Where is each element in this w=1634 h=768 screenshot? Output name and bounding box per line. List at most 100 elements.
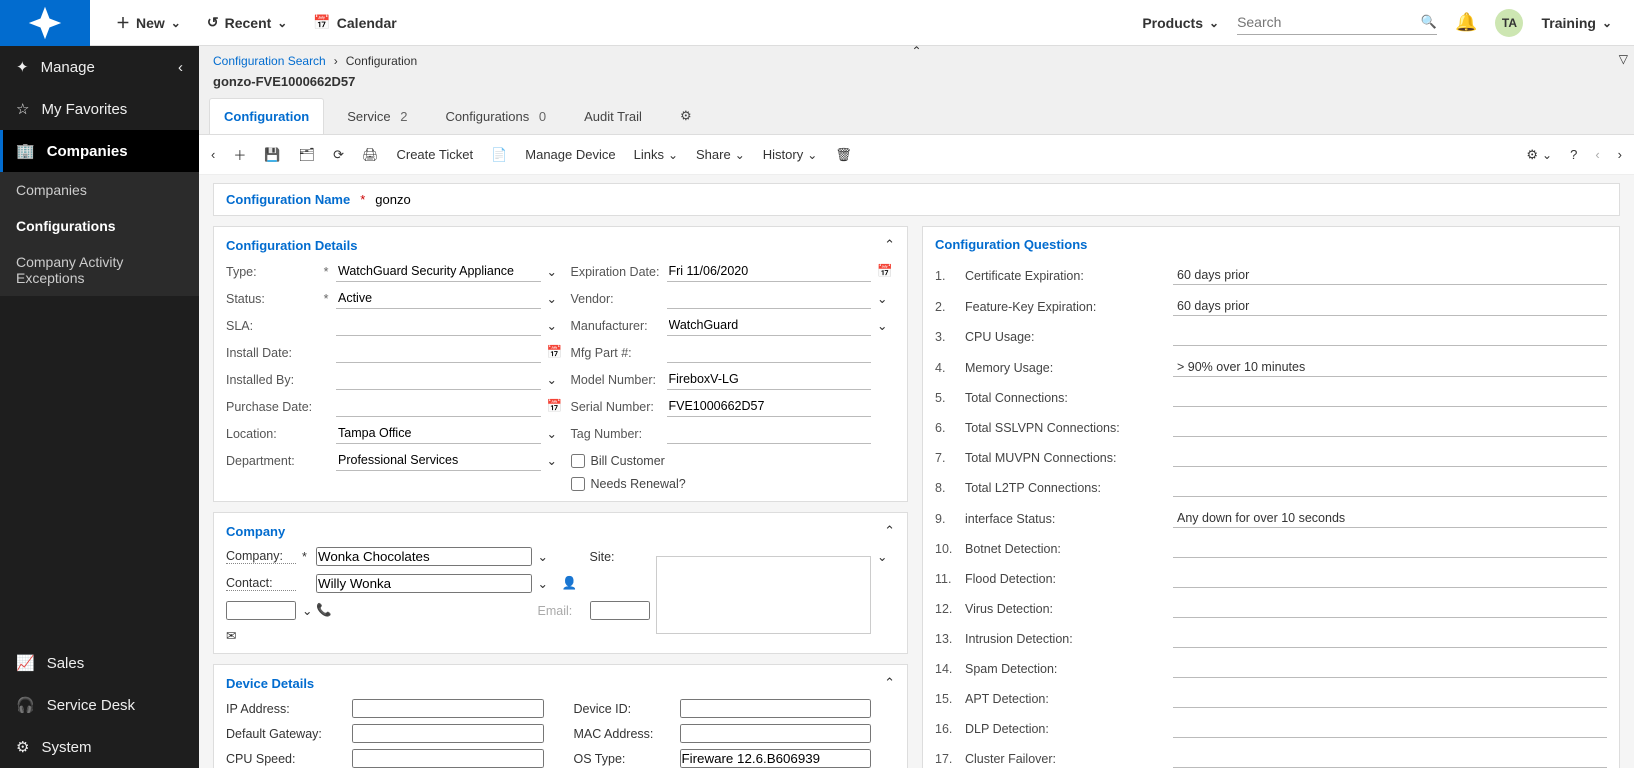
cpu-input[interactable] [352,749,544,768]
mac-input[interactable] [680,724,872,743]
collapse-icon[interactable]: ⌃ [884,523,895,539]
search-input[interactable] [1237,10,1421,34]
chevron-down-icon[interactable]: ⌄ [547,372,565,387]
print-button[interactable]: 🖨 [360,143,381,167]
site-textarea[interactable] [656,556,872,634]
calendar-icon[interactable]: 📅 [877,264,895,279]
calendar-icon[interactable]: 📅 [547,399,565,414]
sidebar-service-desk[interactable]: 🎧 Service Desk [0,684,199,726]
question-answer[interactable] [1173,419,1607,437]
user-menu[interactable]: Training ⌄ [1541,15,1612,31]
devid-input[interactable] [680,699,872,718]
question-answer[interactable] [1173,540,1607,558]
department-input[interactable] [336,450,541,471]
bell-icon[interactable]: 🔔 [1455,12,1477,33]
delete-button[interactable]: 🗑 [833,143,854,167]
global-search[interactable]: 🔍 [1237,10,1437,35]
collapse-icon[interactable]: ⌃ [884,675,895,691]
add-button[interactable]: ＋ [231,141,248,168]
exp-input[interactable] [667,261,872,282]
sidebar-system[interactable]: ⚙ System [0,726,199,768]
chevron-down-icon[interactable]: ⌄ [547,318,565,333]
back-button[interactable]: ‹ [209,143,217,166]
tab-configuration[interactable]: Configuration [209,98,324,134]
filter-icon[interactable]: ▽ [1619,52,1628,66]
ip-input[interactable] [352,699,544,718]
company-label[interactable]: Company: [226,549,296,564]
question-answer[interactable] [1173,750,1607,768]
serial-input[interactable] [667,396,872,417]
contact-label[interactable]: Contact: [226,576,296,591]
search-icon[interactable]: 🔍 [1421,14,1437,30]
save-button[interactable]: 💾 [262,143,282,167]
question-answer[interactable] [1173,600,1607,618]
links-menu[interactable]: Links ⌄ [632,143,680,166]
share-menu[interactable]: Share ⌄ [694,143,747,166]
question-answer[interactable] [1173,449,1607,467]
chevron-down-icon[interactable]: ⌄ [547,291,565,306]
mfr-input[interactable] [667,315,872,336]
chevron-down-icon[interactable]: ⌄ [538,576,556,591]
type-input[interactable] [336,261,541,282]
refresh-button[interactable]: ⟳ [331,143,346,167]
question-answer[interactable] [1173,479,1607,497]
question-answer[interactable]: 60 days prior [1173,266,1607,285]
phone-input[interactable] [226,601,296,620]
contact-input[interactable] [316,574,532,593]
config-name-input[interactable] [375,192,1607,207]
chevron-down-icon[interactable]: ⌄ [547,264,565,279]
recent-menu[interactable]: ↺ Recent ⌄ [207,14,287,31]
os-type-input[interactable] [680,749,872,768]
new-menu[interactable]: ＋ New ⌄ [116,13,181,33]
question-answer[interactable] [1173,328,1607,346]
location-input[interactable] [336,423,541,444]
manage-device-button[interactable]: Manage Device [523,143,617,166]
install-input[interactable] [336,342,541,363]
chevron-down-icon[interactable]: ⌄ [547,453,565,468]
installed-by-input[interactable] [336,369,541,390]
sidebar-manage[interactable]: ✦ Manage ‹ [0,46,199,88]
sidebar-sub-configurations[interactable]: Configurations [0,208,199,244]
chevron-down-icon[interactable]: ⌄ [877,549,895,564]
purchase-input[interactable] [336,396,541,417]
calendar-icon[interactable]: 📅 [547,345,565,360]
collapse-icon[interactable]: ⌃ [884,237,895,253]
question-answer[interactable] [1173,630,1607,648]
mfg-part-input[interactable] [667,342,872,363]
question-answer[interactable]: > 90% over 10 minutes [1173,358,1607,377]
chevron-down-icon[interactable]: ⌄ [302,603,310,618]
question-answer[interactable] [1173,389,1607,407]
sidebar-favorites[interactable]: ☆ My Favorites [0,88,199,130]
tab-configurations[interactable]: Configurations 0 [430,98,561,134]
status-input[interactable] [336,288,541,309]
create-ticket-button[interactable]: Create Ticket [394,143,475,166]
question-answer[interactable] [1173,570,1607,588]
prev-record-button[interactable]: ‹ [1593,143,1601,166]
needs-renewal-checkbox[interactable] [571,477,585,491]
tab-service[interactable]: Service 2 [332,98,422,134]
phone-icon[interactable]: 📞 [316,603,532,618]
avatar[interactable]: TA [1495,9,1523,37]
gateway-input[interactable] [352,724,544,743]
person-icon[interactable]: 👤 [562,576,584,591]
bill-customer-checkbox[interactable] [571,454,585,468]
sidebar-sub-exceptions[interactable]: Company Activity Exceptions [0,244,199,296]
history-menu[interactable]: History ⌄ [761,143,820,166]
question-answer[interactable]: 60 days prior [1173,297,1607,316]
copy-button[interactable]: 📄 [489,143,509,167]
chevron-down-icon[interactable]: ⌄ [538,549,556,564]
calendar-link[interactable]: 📅 Calendar [313,14,396,31]
view-settings-menu[interactable]: ⚙ ⌄ [1524,143,1554,167]
save-close-button[interactable]: 🗂 [297,143,318,167]
products-menu[interactable]: Products ⌄ [1142,15,1219,31]
chevron-down-icon[interactable]: ⌄ [877,291,895,306]
question-answer[interactable] [1173,690,1607,708]
help-button[interactable]: ? [1568,143,1579,166]
email-input[interactable] [590,601,650,620]
sla-input[interactable] [336,315,541,336]
chevron-down-icon[interactable]: ⌄ [547,426,565,441]
vendor-input[interactable] [667,288,872,309]
question-answer[interactable]: Any down for over 10 seconds [1173,509,1607,528]
chevron-down-icon[interactable]: ⌄ [877,318,895,333]
model-input[interactable] [667,369,872,390]
